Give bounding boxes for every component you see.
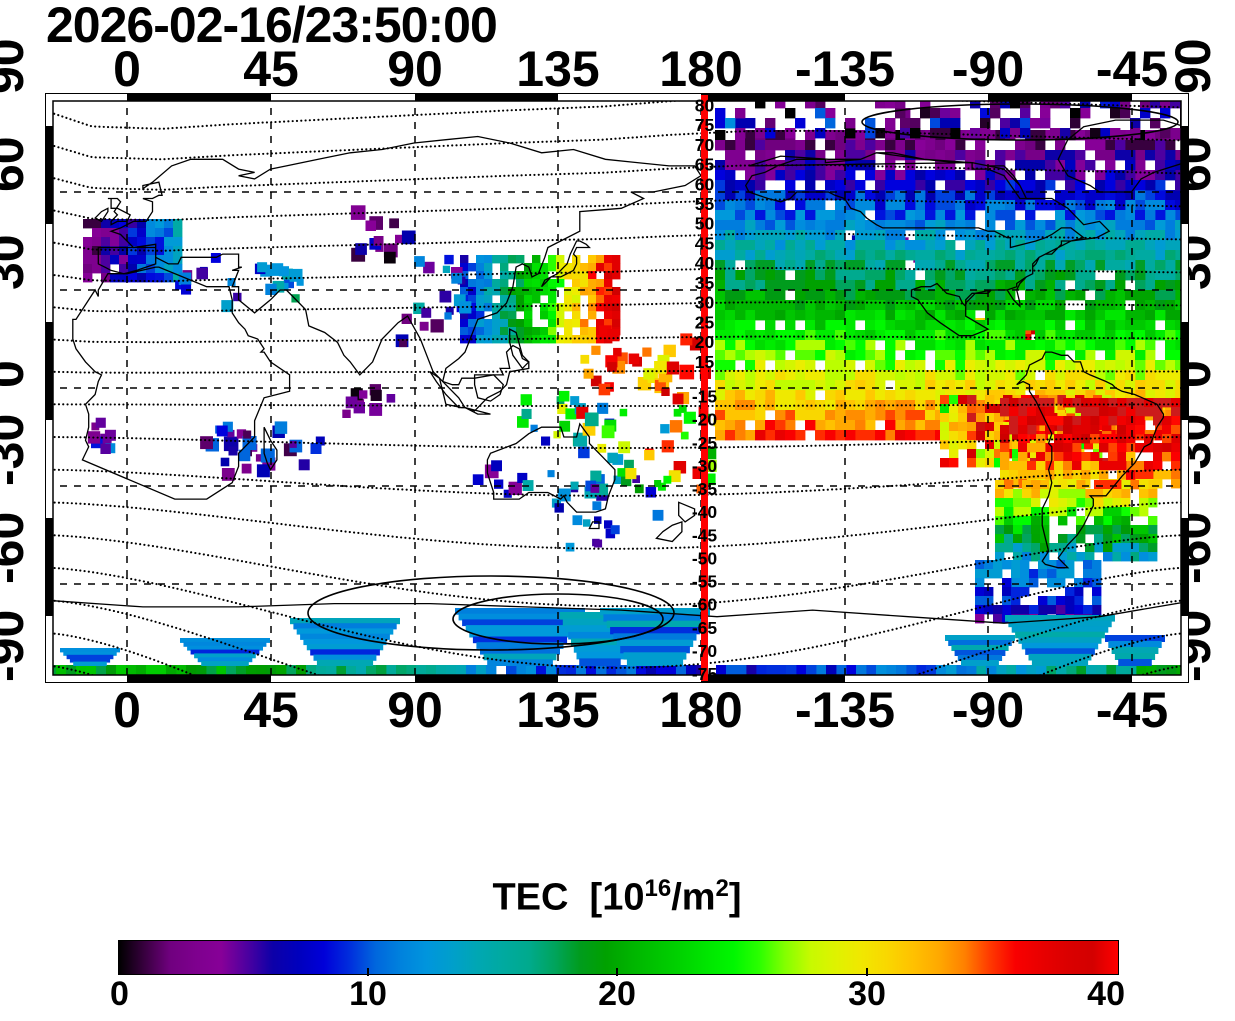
svg-text:75: 75 [695, 115, 715, 135]
svg-text:55: 55 [695, 194, 715, 214]
svg-text:-70: -70 [692, 641, 718, 661]
svg-text:-50: -50 [692, 548, 718, 568]
svg-text:-60: -60 [692, 595, 718, 615]
svg-text:80: 80 [695, 96, 715, 116]
svg-text:-45: -45 [692, 525, 718, 545]
svg-text:-25: -25 [692, 433, 718, 453]
svg-text:70: 70 [695, 135, 715, 155]
svg-text:60: 60 [695, 174, 715, 194]
svg-text:-55: -55 [692, 572, 718, 592]
svg-text:-65: -65 [692, 618, 718, 638]
svg-text:65: 65 [695, 155, 715, 175]
svg-text:-40: -40 [692, 502, 718, 522]
svg-text:25: 25 [695, 312, 715, 332]
svg-text:20: 20 [695, 332, 715, 352]
svg-text:40: 40 [695, 253, 715, 273]
svg-text:30: 30 [695, 293, 715, 313]
svg-text:15: 15 [695, 352, 715, 372]
svg-text:50: 50 [695, 214, 715, 234]
svg-text:-15: -15 [692, 387, 718, 407]
svg-text:45: 45 [695, 234, 715, 254]
svg-text:-35: -35 [692, 479, 718, 499]
svg-text:-30: -30 [692, 456, 718, 476]
svg-text:35: 35 [695, 273, 715, 293]
svg-text:-75: -75 [692, 664, 718, 684]
svg-text:-20: -20 [692, 410, 718, 430]
